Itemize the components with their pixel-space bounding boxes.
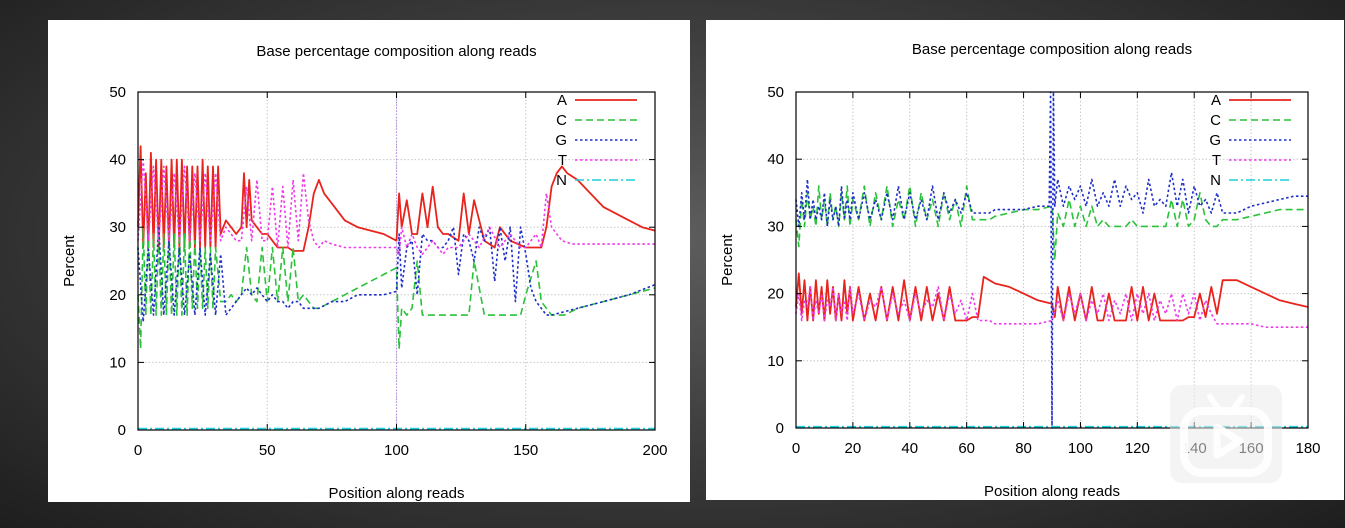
x-tick-label: 100	[1068, 440, 1093, 457]
video-play-icon	[1180, 394, 1272, 477]
x-tick-label: 80	[1015, 440, 1032, 457]
series-line-G	[137, 226, 656, 323]
chart-panel-left: Base percentage composition along reads 0…	[48, 20, 690, 502]
y-tick-label: 10	[109, 354, 126, 371]
y-tick-label: 50	[109, 84, 126, 101]
x-tick-label: 20	[845, 440, 862, 457]
x-tick-label: 200	[642, 442, 667, 459]
y-axis-label: Percent	[719, 233, 736, 286]
x-tick-label: 150	[513, 442, 538, 459]
legend-label-N: N	[1210, 172, 1221, 189]
y-tick-label: 10	[767, 353, 784, 370]
x-tick-label: 180	[1295, 440, 1320, 457]
chart-title: Base percentage composition along reads	[256, 43, 536, 60]
x-tick-label: 50	[259, 442, 276, 459]
plot-frame	[795, 91, 1309, 429]
chart-right: Base percentage composition along reads 0…	[719, 41, 1321, 500]
y-tick-label: 30	[109, 219, 126, 236]
x-tick-label: 120	[1125, 440, 1150, 457]
legend-label-G: G	[1209, 132, 1221, 149]
y-tick-label: 30	[767, 218, 784, 235]
series-line-T	[795, 286, 1308, 329]
legend-label-T: T	[558, 152, 567, 169]
series-line-T	[137, 158, 655, 255]
legend-label-T: T	[1212, 152, 1221, 169]
x-tick-label: 60	[958, 440, 975, 457]
x-axis-label: Position along reads	[329, 485, 465, 502]
x-tick-label: 100	[384, 442, 409, 459]
y-tick-label: 0	[776, 420, 784, 437]
legend-label-G: G	[555, 132, 567, 149]
legend-label-A: A	[557, 92, 567, 109]
y-axis-label: Percent	[61, 234, 78, 287]
legend-label-N: N	[556, 172, 567, 189]
y-tick-label: 50	[767, 84, 784, 101]
chart-title: Base percentage composition along reads	[912, 41, 1192, 58]
x-tick-label: 40	[901, 440, 918, 457]
x-tick-label: 0	[134, 442, 142, 459]
y-tick-label: 40	[767, 151, 784, 168]
y-tick-label: 20	[109, 287, 126, 304]
y-tick-label: 0	[118, 422, 126, 439]
x-axis-label: Position along reads	[984, 483, 1120, 500]
legend-label-C: C	[1210, 112, 1221, 129]
legend-label-C: C	[556, 112, 567, 129]
y-tick-label: 40	[109, 152, 126, 169]
video-play-button[interactable]	[1170, 385, 1282, 483]
series-line-G	[795, 91, 1308, 429]
y-tick-label: 20	[767, 286, 784, 303]
x-tick-label: 0	[792, 440, 800, 457]
chart-left: Base percentage composition along reads 0…	[61, 43, 668, 502]
legend-label-A: A	[1211, 92, 1221, 109]
